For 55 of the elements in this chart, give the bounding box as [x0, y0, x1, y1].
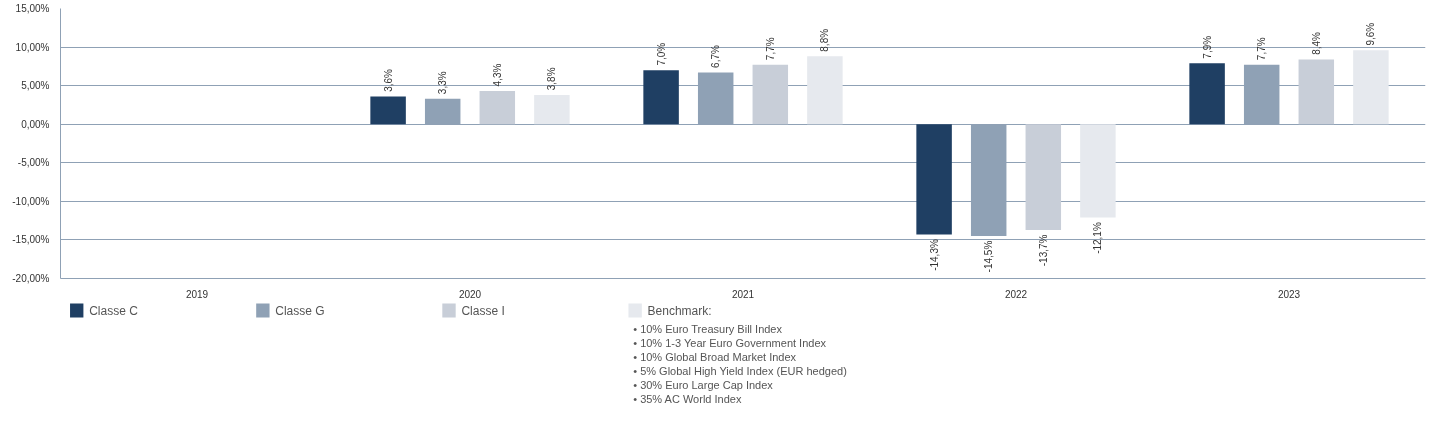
text: • 10% Global Broad Market Index [633, 350, 797, 363]
data-label: -14,3% [928, 239, 940, 271]
bar [1080, 124, 1116, 218]
data-label: 3,6% [382, 68, 394, 92]
x-tick-label: 2022 [1004, 288, 1028, 300]
y-tick-label: -5,00% [17, 157, 50, 169]
data-label: 9,6% [1365, 22, 1377, 46]
data-label: 8,4% [1310, 31, 1322, 55]
bar [1025, 124, 1062, 230]
x-tick-label: 2019 [185, 288, 209, 300]
data-label: 7,7% [1256, 37, 1268, 61]
legend-label: Classe C [89, 303, 139, 318]
data-label: 7,9% [1201, 35, 1213, 59]
bar [370, 96, 406, 125]
text: • 5% Global High Yield Index (EUR hedged) [633, 364, 847, 377]
text: • 10% Euro Treasury Bill Index [633, 322, 783, 335]
text: • 10% 1-3 Year Euro Government Index [633, 336, 827, 349]
data-label: 6,7% [710, 45, 722, 68]
bar [970, 124, 1007, 237]
data-label: 8,8% [819, 28, 831, 52]
x-tick-label: 2020 [458, 288, 482, 300]
y-tick-label: 15,00% [15, 3, 50, 14]
data-label: -12,1% [1092, 222, 1104, 254]
bar [534, 94, 570, 125]
bar [1189, 63, 1225, 125]
x-tick-label: 2023 [1277, 288, 1301, 300]
bar [424, 98, 461, 125]
bar [807, 56, 843, 125]
data-label: 7,0% [655, 42, 667, 66]
text: • 30% Euro Large Cap Index [633, 378, 774, 391]
x-tick-label: 2021 [731, 288, 755, 300]
bar [1298, 59, 1335, 125]
bar [643, 70, 679, 125]
bar [752, 64, 789, 125]
legend-label: Classe I [461, 303, 505, 318]
bar [916, 124, 952, 235]
y-tick-label: 0,00% [21, 118, 50, 130]
data-label: -13,7% [1037, 234, 1049, 267]
data-label: -14,5% [983, 240, 995, 273]
data-label: 3,8% [546, 67, 558, 91]
bar [479, 91, 516, 125]
legend-label: Benchmark: [647, 303, 712, 318]
y-tick-label: -10,00% [12, 195, 50, 207]
data-label: 3,3% [437, 71, 449, 95]
data-label: 4,3% [491, 63, 503, 87]
bar [697, 72, 734, 125]
y-tick-label: 10,00% [15, 41, 50, 53]
text: • 35% AC World Index [633, 392, 742, 405]
y-tick-label: -20,00% [12, 273, 50, 284]
y-tick-label: -15,00% [12, 234, 50, 246]
bar [1243, 64, 1280, 125]
y-tick-label: 5,00% [21, 80, 50, 92]
legend-label: Classe G [275, 303, 325, 318]
data-label: 7,7% [764, 37, 776, 61]
bar [1353, 50, 1389, 125]
